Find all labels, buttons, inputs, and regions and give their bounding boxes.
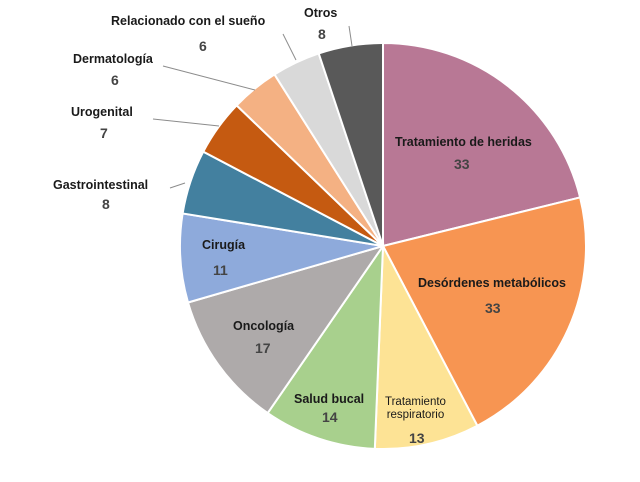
label-otros-value: 8 xyxy=(318,26,326,42)
label-gastro-name: Gastrointestinal xyxy=(53,178,149,192)
label-urogenital-value: 7 xyxy=(100,125,108,141)
label-metabolicos-value: 33 xyxy=(485,300,501,316)
label-bucal-name: Salud bucal xyxy=(294,392,365,406)
pie-slice-otros xyxy=(317,41,384,247)
label-sueno-value: 6 xyxy=(199,38,207,54)
pie-slice-tratamiento-de-heridas xyxy=(382,41,582,248)
label-heridas-value: 33 xyxy=(454,156,470,172)
leader-line-dermatologia xyxy=(162,65,256,91)
leader-line-otros xyxy=(348,25,353,47)
label-dermatologia-value: 6 xyxy=(111,72,119,88)
label-respiratorio-name: Tratamiento respiratorio xyxy=(385,396,446,422)
label-respiratorio-value: 13 xyxy=(409,430,425,446)
label-otros-name: Otros xyxy=(304,6,338,20)
leader-lines xyxy=(152,25,353,189)
label-dermatologia-name: Dermatología xyxy=(73,52,153,66)
label-cirugia-name: Cirugía xyxy=(202,238,246,252)
leader-line-urogenital xyxy=(152,118,220,127)
label-sueno-name: Relacionado con el sueño xyxy=(111,14,266,28)
leader-line-gastrointestinal xyxy=(169,182,186,189)
label-oncologia-value: 17 xyxy=(255,340,271,356)
pie-slice-oncologia xyxy=(186,244,386,415)
leader-line-sueno xyxy=(282,33,297,61)
label-heridas-name: Tratamiento de heridas xyxy=(395,135,532,149)
pie-slice-salud-bucal xyxy=(266,242,385,450)
pie-slice-tratamiento-respiratorio xyxy=(373,242,479,450)
label-metabolicos-name: Desórdenes metabólicos xyxy=(418,276,566,290)
label-respiratorio-line1: Tratamiento xyxy=(385,396,446,408)
label-cirugia-value: 11 xyxy=(213,262,228,278)
label-respiratorio-line2: respiratorio xyxy=(386,409,445,421)
label-bucal-value: 14 xyxy=(322,409,338,425)
pie-slice-desordenes-metabolicos xyxy=(381,196,587,428)
label-gastro-value: 8 xyxy=(102,196,110,212)
pie-slices xyxy=(179,41,587,450)
label-urogenital-name: Urogenital xyxy=(71,105,133,119)
label-oncologia-name: Oncología xyxy=(233,319,295,333)
